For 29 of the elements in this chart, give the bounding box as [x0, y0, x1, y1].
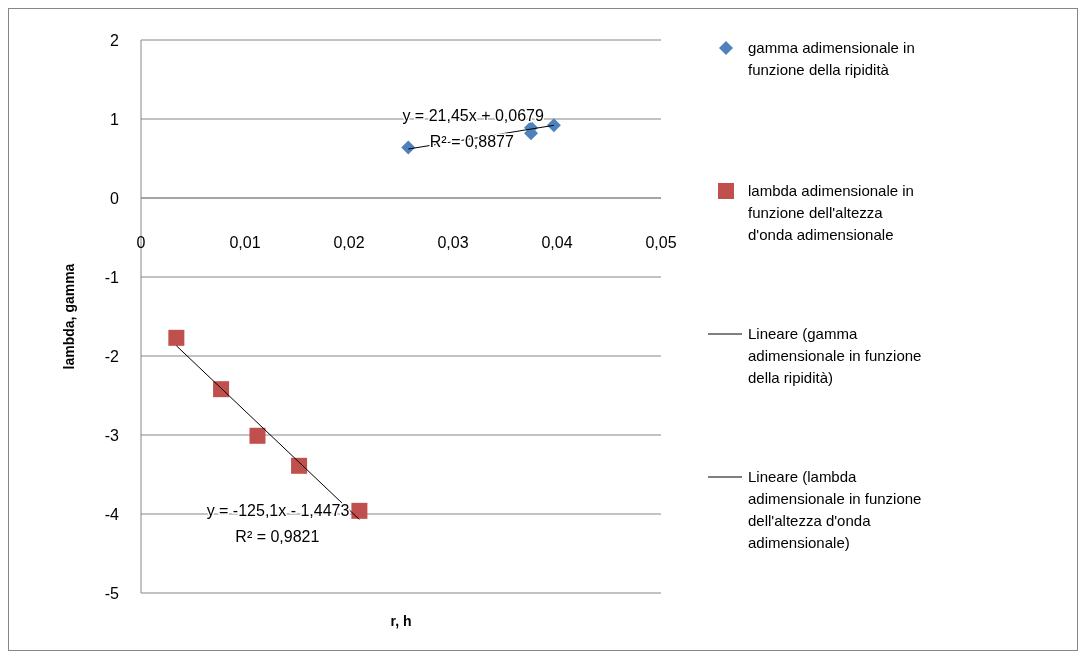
annotation: y = 21,45x + 0,0679 [402, 107, 544, 125]
legend-label: Lineare (lambda adimensionale in funzione dell'altezza d'onda adimensionale) [748, 468, 922, 551]
y-tick-label: -3 [104, 426, 120, 444]
x-tick-label: 0,05 [645, 234, 677, 251]
x-tick-label: 0,02 [333, 234, 365, 251]
point [401, 140, 416, 155]
annotation: y = -125,1x - 1,4473 [206, 501, 350, 519]
y-tick-label: 1 [110, 110, 120, 128]
y-tick-label: 0 [110, 189, 120, 207]
legend-label: gamma adimensionale in funzione della ripidità [748, 39, 915, 78]
point [249, 427, 266, 444]
x-axis-title: r, h [390, 613, 412, 629]
y-tick-label: -5 [104, 584, 120, 602]
y-tick-label: -4 [104, 505, 120, 523]
y-tick-label: -2 [104, 347, 120, 365]
point [546, 118, 561, 133]
point [291, 457, 308, 474]
x-tick-label: 0,01 [229, 234, 261, 251]
x-tick-label: 0,04 [541, 234, 573, 251]
x-tick-label: 0,03 [437, 234, 469, 251]
x-tick-label: 0 [136, 234, 146, 251]
point [351, 502, 368, 519]
y-tick-label: -1 [104, 268, 120, 286]
legend-label: Lineare (gamma adimensionale in funzione della ripidità) [748, 325, 922, 386]
point [168, 329, 185, 346]
annotation: R² = 0,9821 [235, 527, 320, 545]
y-tick-label: 2 [110, 31, 120, 49]
y-axis-title: lambda, gamma [61, 263, 77, 370]
legend-label: lambda adimensionale in funzione dell'altezza d'onda adimensionale [748, 182, 914, 243]
